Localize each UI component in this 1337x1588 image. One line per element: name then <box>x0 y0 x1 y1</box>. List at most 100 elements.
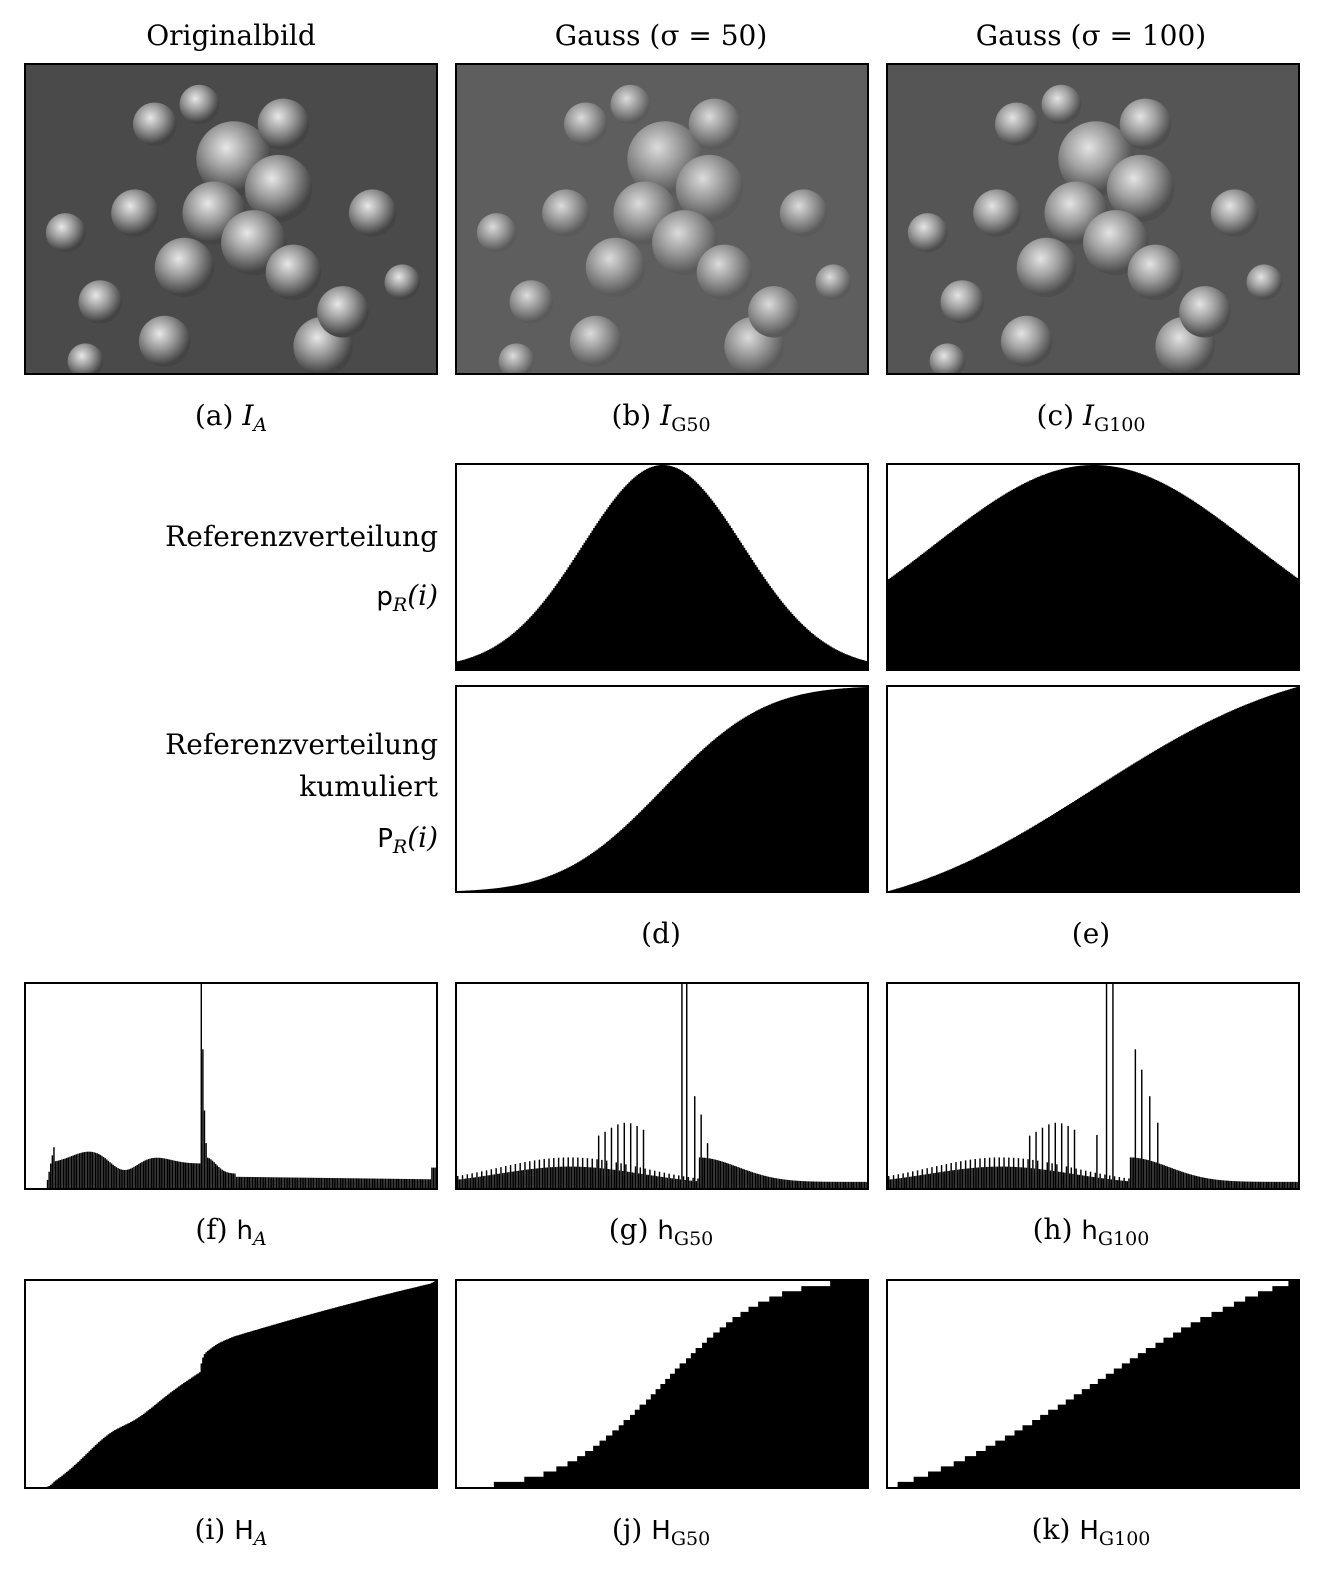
histogram-bar <box>738 1167 741 1188</box>
histogram-bar <box>746 1170 749 1188</box>
histogram-bar <box>431 1167 433 1188</box>
histogram-bar <box>944 1171 946 1188</box>
histogram-bar <box>1158 1163 1161 1188</box>
histogram-bar <box>247 1176 249 1188</box>
histogram-bar <box>585 1167 587 1188</box>
histogram-bar <box>556 1166 558 1188</box>
histogram-bar <box>588 1167 590 1188</box>
histogram-bar <box>1044 1169 1047 1188</box>
histogram-bar <box>213 1162 215 1188</box>
histogram-bar <box>490 1169 493 1188</box>
histogram-bar <box>1012 1157 1015 1188</box>
caption-g: (g) hG50 <box>608 1213 714 1250</box>
histogram-bar <box>932 1173 935 1188</box>
histogram-bar <box>82 1152 84 1188</box>
histogram-bar <box>1163 1165 1165 1188</box>
histogram-bar <box>203 1110 206 1188</box>
berry <box>688 98 741 150</box>
berry <box>138 315 191 368</box>
histogram-bar <box>314 1177 316 1188</box>
chart-g-hist <box>455 982 869 1190</box>
histogram-bar <box>740 1168 742 1188</box>
histogram-bar <box>915 1175 917 1188</box>
histogram-bar <box>1076 1174 1079 1188</box>
histogram-bar <box>694 1096 696 1188</box>
histogram-bar <box>942 1171 944 1188</box>
histogram-bar <box>734 1165 736 1188</box>
histogram-bar <box>1006 1166 1008 1188</box>
histogram-bar <box>411 1179 414 1188</box>
histogram-bar <box>700 1114 702 1188</box>
histogram-bar <box>678 1175 680 1188</box>
histogram-bar <box>495 1168 497 1188</box>
histogram-bar <box>371 1178 374 1188</box>
histogram-bar <box>645 1174 648 1188</box>
histogram-bar <box>1048 1124 1050 1188</box>
histogram-bar <box>363 1178 366 1188</box>
histogram-bar <box>850 1181 853 1188</box>
histogram-bar <box>838 1181 840 1188</box>
histogram-bar <box>387 1178 390 1188</box>
histogram-bar <box>625 1164 627 1188</box>
histogram-bar <box>724 1162 726 1188</box>
histogram-bar <box>1019 1167 1021 1188</box>
histogram-bar <box>756 1173 758 1188</box>
histogram-bar <box>1104 1174 1106 1188</box>
histogram-bar <box>1080 1169 1082 1188</box>
histogram-bar <box>1117 1180 1119 1188</box>
histogram-bar <box>804 1181 806 1188</box>
histogram-bar <box>394 1178 396 1188</box>
histogram-bar <box>479 1176 481 1188</box>
histogram-bar <box>391 1178 393 1188</box>
histogram-bar <box>708 1158 710 1188</box>
histogram-bar <box>905 1177 908 1188</box>
histogram-bar <box>745 1169 747 1188</box>
histogram-bar <box>1128 1178 1130 1188</box>
d_density-area <box>457 465 867 669</box>
berry <box>1016 237 1077 297</box>
berry <box>1000 315 1053 368</box>
chart-e-density <box>886 463 1300 671</box>
histogram-bar <box>742 1168 744 1188</box>
histogram-bar <box>320 1177 323 1188</box>
berry <box>610 84 651 125</box>
histogram-bar <box>59 1160 62 1188</box>
histogram-bar <box>1272 1181 1274 1188</box>
histogram-bar <box>418 1179 420 1188</box>
histogram-bar <box>908 1176 911 1188</box>
histogram-bar <box>782 1179 784 1188</box>
histogram-bar <box>187 1162 190 1188</box>
histogram-bar <box>1291 1181 1294 1188</box>
histogram-bar <box>916 1170 919 1188</box>
histogram-bar <box>357 1178 359 1188</box>
histogram-bar <box>537 1168 539 1188</box>
histogram-bar <box>1011 1166 1013 1188</box>
histogram-bar <box>522 1170 525 1188</box>
histogram-bar <box>245 1176 247 1188</box>
histogram-bar <box>604 1131 606 1188</box>
histogram-bar <box>818 1181 821 1188</box>
histogram-bar <box>573 1166 576 1188</box>
histogram-bar <box>189 1162 191 1188</box>
histogram-bar <box>477 1176 480 1188</box>
histogram-bar <box>961 1169 964 1188</box>
histogram-bar <box>549 1167 552 1188</box>
histogram-bar <box>194 1163 196 1188</box>
histogram-bar <box>939 1172 941 1188</box>
histogram-bar <box>732 1165 734 1188</box>
histogram-bar <box>128 1169 130 1188</box>
histogram-bar <box>852 1181 855 1188</box>
histogram-bar <box>53 1147 55 1188</box>
histogram-bar <box>950 1163 952 1188</box>
histogram-bar <box>293 1177 295 1188</box>
histogram-bar <box>58 1160 60 1188</box>
histogram-bar <box>899 1178 901 1188</box>
histogram-bar <box>1262 1181 1265 1188</box>
histogram-bar <box>912 1171 914 1188</box>
histogram-bar <box>963 1168 965 1188</box>
histogram-bar <box>907 1172 909 1188</box>
histogram-bar <box>224 1171 227 1188</box>
histogram-bar <box>205 1143 207 1188</box>
histogram-bar <box>1014 1166 1016 1188</box>
berry <box>779 189 828 237</box>
